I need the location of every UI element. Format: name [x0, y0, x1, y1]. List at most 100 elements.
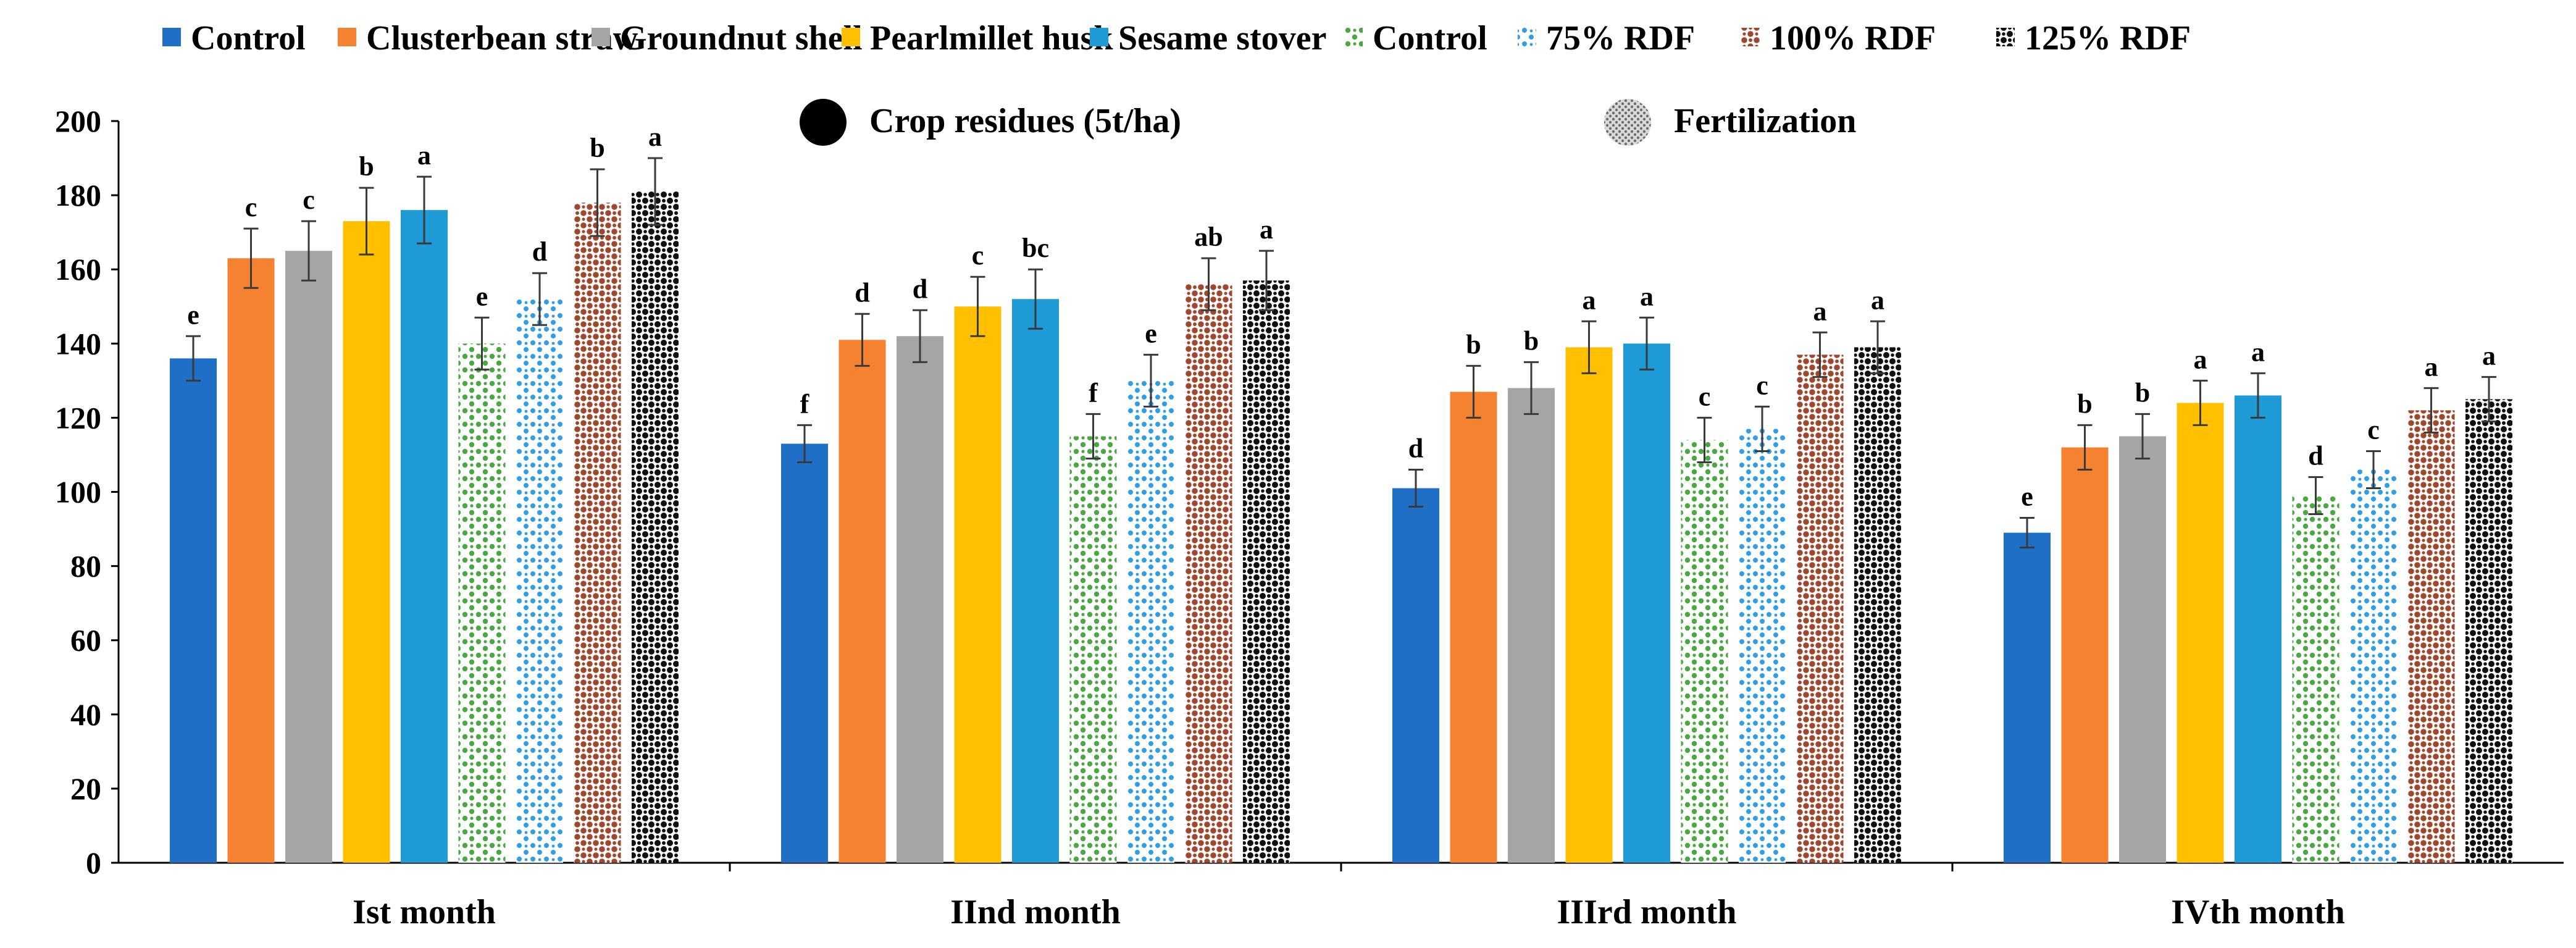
bar-iind-month-100-rdf-7 — [1185, 284, 1232, 863]
bar-iiird-month-control-0 — [1392, 488, 1439, 863]
significance-letter-ivth-month-sesame-stover-4: a — [2251, 337, 2265, 367]
bar-ivth-month-groundnut-shell-2 — [2119, 436, 2166, 863]
legend-swatch-control-0 — [162, 28, 181, 46]
significance-letter-ist-month-pearlmillet-husk-3: b — [359, 151, 374, 182]
significance-letter-iiird-month-pearlmillet-husk-3: a — [1583, 285, 1596, 315]
legend-label-100-rdf-7: 100% RDF — [1770, 19, 1936, 57]
legend-swatch-control-5 — [1344, 28, 1363, 46]
y-tick-label-20: 20 — [70, 771, 101, 806]
significance-letter-iiird-month-control-0: d — [1408, 433, 1423, 463]
significance-letter-ivth-month-75-rdf-6: c — [2367, 414, 2380, 445]
bar-iiird-month-pearlmillet-husk-3 — [1565, 347, 1613, 863]
bar-ivth-month-sesame-stover-4 — [2235, 395, 2281, 863]
bar-ivth-month-control-5 — [2292, 495, 2340, 863]
bar-iind-month-control-5 — [1069, 436, 1117, 863]
significance-letter-ivth-month-control-5: d — [2308, 440, 2323, 471]
bar-iiird-month-75-rdf-6 — [1739, 429, 1786, 863]
significance-letter-iind-month-clusterbean-straw-1: d — [855, 277, 869, 308]
bar-ist-month-control-0 — [170, 358, 217, 863]
legend-label-control-0: Control — [191, 19, 306, 57]
legend-swatch-clusterbean-straw-1 — [338, 28, 356, 46]
x-category-label-iind-month: IInd month — [950, 893, 1120, 931]
significance-letter-iiird-month-75-rdf-6: c — [1756, 370, 1768, 400]
significance-letter-iiird-month-100-rdf-7: a — [1813, 296, 1827, 326]
significance-letter-ivth-month-groundnut-shell-2: b — [2135, 377, 2150, 408]
y-tick-label-80: 80 — [70, 549, 101, 584]
bar-ivth-month-125-rdf-8 — [2465, 399, 2512, 863]
bar-ist-month-clusterbean-straw-1 — [227, 258, 275, 863]
bar-iiird-month-clusterbean-straw-1 — [1450, 392, 1497, 863]
x-category-label-ivth-month: IVth month — [2171, 893, 2345, 931]
bar-ist-month-pearlmillet-husk-3 — [343, 221, 390, 863]
bar-iiird-month-125-rdf-8 — [1854, 347, 1901, 863]
bar-ist-month-control-5 — [458, 343, 506, 863]
legend-swatch-100-rdf-7 — [1741, 28, 1760, 46]
bar-ist-month-75-rdf-6 — [516, 299, 563, 863]
significance-letter-ist-month-sesame-stover-4: a — [417, 140, 431, 170]
significance-letter-ist-month-100-rdf-7: b — [590, 133, 604, 163]
significance-letter-iind-month-groundnut-shell-2: d — [913, 274, 927, 304]
bar-ivth-month-pearlmillet-husk-3 — [2177, 403, 2224, 863]
significance-letter-ist-month-control-5: e — [476, 281, 488, 311]
significance-letter-iiird-month-groundnut-shell-2: b — [1524, 325, 1539, 356]
bars: e c c b a e d b a f d d c bc f e ab a d b b a a c c a a e b b a a d c a a — [170, 122, 2512, 863]
significance-letter-iiird-month-control-5: c — [1699, 381, 1711, 411]
significance-letter-iind-month-sesame-stover-4: bc — [1022, 233, 1049, 263]
significance-letter-iind-month-125-rdf-8: a — [1260, 214, 1273, 245]
group-legend: Crop residues (5t/ha) Fertilization — [800, 99, 1856, 146]
bar-ivth-month-clusterbean-straw-1 — [2061, 447, 2109, 863]
significance-letter-ivth-month-125-rdf-8: a — [2482, 340, 2496, 371]
group-label-fertilization: Fertilization — [1674, 102, 1856, 140]
group-symbol-crop-residues-5t-ha — [800, 99, 847, 146]
y-tick-label-160: 160 — [55, 252, 101, 287]
legend-label-sesame-stover-4: Sesame stover — [1118, 19, 1326, 57]
y-axis: 0 20 40 60 80 100 120 140 160 180 200 — [55, 104, 120, 880]
bar-iind-month-groundnut-shell-2 — [897, 336, 943, 863]
y-tick-label-60: 60 — [70, 623, 101, 658]
y-tick-label-120: 120 — [55, 400, 101, 435]
bar-ist-month-125-rdf-8 — [632, 191, 679, 863]
y-tick-label-40: 40 — [70, 697, 101, 732]
bar-ist-month-sesame-stover-4 — [401, 210, 448, 863]
legend-swatch-125-rdf-8 — [1996, 28, 2015, 46]
significance-letter-ist-month-clusterbean-straw-1: c — [245, 192, 257, 222]
significance-letter-ivth-month-clusterbean-straw-1: b — [2077, 388, 2092, 419]
y-tick-label-180: 180 — [55, 178, 101, 212]
significance-letter-ivth-month-100-rdf-7: a — [2425, 351, 2438, 382]
bar-iind-month-sesame-stover-4 — [1012, 299, 1059, 863]
legend-label-pearlmillet-husk-3: Pearlmillet husk — [870, 19, 1113, 57]
significance-letter-iiird-month-125-rdf-8: a — [1871, 285, 1884, 315]
bar-ivth-month-100-rdf-7 — [2407, 410, 2455, 863]
legend-label-75-rdf-6: 75% RDF — [1546, 19, 1695, 57]
y-tick-label-140: 140 — [55, 326, 101, 361]
legend-label-groundnut-shell-2: Groundnut shell — [620, 19, 863, 57]
significance-letter-ist-month-75-rdf-6: d — [532, 237, 547, 267]
significance-letter-iind-month-100-rdf-7: ab — [1194, 222, 1223, 252]
bar-iind-month-75-rdf-6 — [1127, 380, 1174, 863]
bar-iiird-month-groundnut-shell-2 — [1508, 388, 1555, 863]
significance-letter-ist-month-control-0: e — [187, 300, 199, 330]
y-tick-label-200: 200 — [55, 104, 101, 138]
bar-iiird-month-control-5 — [1681, 440, 1728, 863]
x-category-label-iiird-month: IIIrd month — [1557, 893, 1737, 931]
legend-swatch-75-rdf-6 — [1518, 28, 1536, 46]
bar-iind-month-clusterbean-straw-1 — [838, 340, 886, 863]
significance-letter-iiird-month-clusterbean-straw-1: b — [1466, 329, 1481, 359]
legend-label-control-5: Control — [1373, 19, 1487, 57]
significance-letter-ivth-month-control-0: e — [2021, 482, 2033, 512]
y-tick-label-100: 100 — [55, 475, 101, 510]
x-category-label-ist-month: Ist month — [353, 893, 496, 931]
legend-label-125-rdf-8: 125% RDF — [2025, 19, 2191, 57]
significance-letter-ist-month-125-rdf-8: a — [648, 122, 662, 152]
significance-letter-ivth-month-pearlmillet-husk-3: a — [2194, 344, 2207, 374]
bar-ist-month-groundnut-shell-2 — [285, 251, 332, 863]
significance-letter-ist-month-groundnut-shell-2: c — [303, 185, 315, 215]
y-tick-label-0: 0 — [86, 845, 101, 880]
legend-swatch-groundnut-shell-2 — [592, 28, 610, 46]
significance-letter-iind-month-control-0: f — [800, 388, 810, 419]
legend-swatch-sesame-stover-4 — [1090, 28, 1108, 46]
significance-letter-iind-month-control-5: f — [1089, 377, 1098, 408]
bar-ist-month-100-rdf-7 — [574, 203, 621, 863]
